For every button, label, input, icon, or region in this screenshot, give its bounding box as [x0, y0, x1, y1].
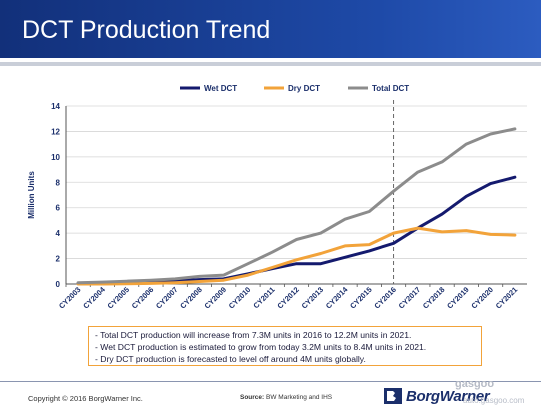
legend-label: Wet DCT — [204, 84, 237, 93]
note-dry: - Dry DCT production is forecasted to le… — [95, 354, 366, 364]
x-tick-label: CY2006 — [130, 285, 156, 311]
x-tick-label: CY2007 — [154, 285, 180, 311]
y-tick-label: 2 — [56, 255, 61, 264]
watermark: gasgoo — [455, 378, 495, 390]
x-tick-label: CY2005 — [106, 285, 132, 311]
note-total: - Total DCT production will increase fro… — [95, 330, 412, 340]
x-tick-label: CY2015 — [348, 285, 374, 311]
source-text: BW Marketing and IHS — [266, 394, 333, 401]
x-tick-label: CY2017 — [397, 285, 423, 311]
y-tick-label: 8 — [56, 178, 61, 187]
legend-label: Total DCT — [372, 84, 409, 93]
x-tick-label: CY2012 — [275, 285, 301, 311]
note-wet: - Wet DCT production is estimated to gro… — [95, 342, 427, 352]
x-tick-label: CY2009 — [203, 285, 229, 311]
y-tick-label: 12 — [51, 127, 60, 136]
y-tick-label: 10 — [51, 153, 60, 162]
source-label: Source: — [240, 394, 265, 401]
series-line-dry-dct — [76, 226, 517, 286]
x-tick-label: CY2004 — [81, 284, 107, 310]
borgwarner-logo-icon — [384, 388, 402, 404]
footer-divider — [0, 381, 541, 382]
x-tick-label: CY2016 — [372, 285, 398, 311]
page-title: DCT Production Trend — [22, 16, 271, 44]
y-axis-label: Million Units — [27, 171, 36, 219]
y-tick-label: 14 — [51, 102, 60, 111]
x-tick-label: CY2019 — [445, 285, 471, 311]
copyright-text: Copyright © 2016 BorgWarner Inc. — [28, 394, 143, 403]
borgwarner-logo: BorgWarner — [384, 386, 490, 406]
logo-text: BorgWarner — [406, 387, 490, 405]
x-tick-label: CY2003 — [57, 285, 83, 311]
x-tick-label: CY2008 — [178, 285, 204, 311]
x-tick-label: CY2013 — [300, 285, 326, 311]
source-note: Source: BW Marketing and IHS — [240, 394, 332, 401]
y-tick-label: 6 — [56, 204, 61, 213]
watermark-url: auto.gasgoo.com — [463, 396, 525, 405]
title-banner: DCT Production Trend — [0, 0, 541, 58]
x-tick-label: CY2014 — [324, 284, 350, 310]
legend-label: Dry DCT — [288, 84, 320, 93]
y-tick-label: 0 — [56, 280, 61, 289]
x-tick-label: CY2021 — [494, 285, 520, 311]
series-line-total-dct — [76, 127, 517, 285]
x-tick-label: CY2020 — [469, 285, 495, 311]
y-tick-label: 4 — [56, 229, 61, 238]
x-tick-label: CY2010 — [227, 285, 253, 311]
notes-box: - Total DCT production will increase fro… — [88, 326, 482, 366]
x-tick-label: CY2011 — [251, 285, 276, 310]
header-divider — [0, 62, 541, 66]
x-tick-label: CY2018 — [421, 285, 447, 311]
